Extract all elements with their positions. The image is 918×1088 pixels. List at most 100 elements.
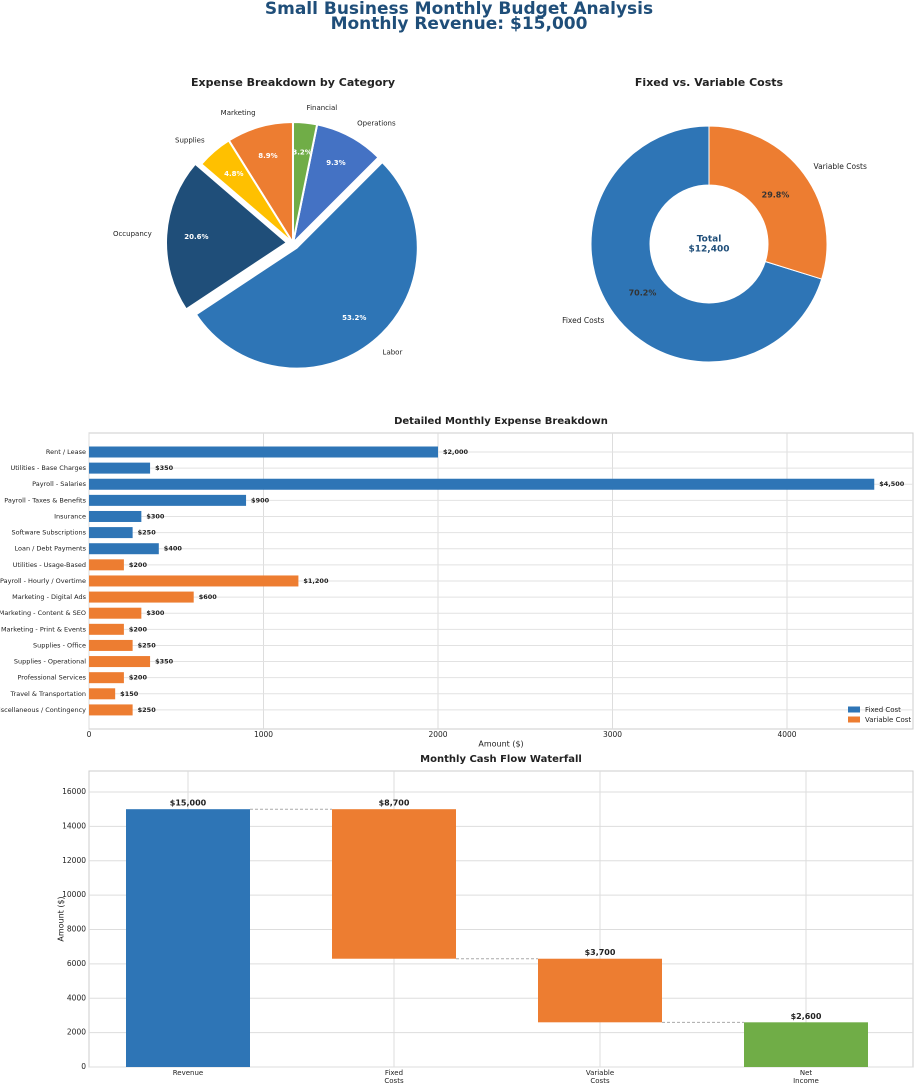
pie-pct-label: 3.2% — [292, 149, 311, 157]
hbar-bar-professional-services — [89, 672, 124, 684]
donut-slice-variable-costs — [708, 125, 828, 280]
donut-slice-fixed-costs — [590, 125, 823, 363]
hbar-xlabel: Amount ($) — [478, 740, 523, 749]
waterfall-category-label: Costs — [590, 1077, 610, 1085]
pie-pct-label: 9.3% — [326, 159, 345, 167]
waterfall-title: Monthly Cash Flow Waterfall — [420, 754, 582, 765]
waterfall-category-label: Net — [800, 1069, 813, 1077]
hbar-bar-marketing-print-events — [89, 623, 124, 635]
hbar-category-label: Miscellaneous / Contingency — [0, 706, 86, 714]
hbar-bar-marketing-content-seo — [89, 607, 142, 619]
legend-label: Fixed Cost — [865, 706, 901, 714]
hbar-bar-payroll-taxes-benefits — [89, 494, 247, 506]
hbar-bar-payroll-salaries — [89, 478, 875, 490]
hbar-category-label: Utilities - Usage-Based — [13, 561, 86, 569]
hbar-bar-supplies-operational — [89, 656, 151, 668]
waterfall-ytick: 12000 — [62, 856, 86, 865]
waterfall-bar-revenue — [126, 809, 250, 1067]
hbar-bar-loan-debt-payments — [89, 543, 159, 555]
waterfall-value-label: $15,000 — [170, 799, 207, 808]
donut-label: Variable Costs — [814, 162, 867, 171]
hbar-value-label: $200 — [129, 561, 148, 569]
hbar-bar-rent-lease — [89, 446, 439, 458]
hbar-value-label: $300 — [146, 609, 165, 617]
pie-label: Labor — [383, 349, 403, 357]
figure-title-line1: Small Business Monthly Budget Analysis — [264, 0, 654, 19]
pie-slice-labor — [194, 160, 419, 370]
hbar-xtick: 1000 — [254, 730, 273, 739]
hbar-value-label: $200 — [129, 674, 148, 682]
hbar-xtick: 4000 — [777, 730, 796, 739]
donut-label: Fixed Costs — [562, 316, 604, 325]
hbar-bar-insurance — [89, 510, 142, 522]
pie-label: Marketing — [221, 109, 256, 117]
pie-pct-label: 53.2% — [342, 314, 366, 322]
hbar-bar-payroll-hourly-overtime — [89, 575, 299, 587]
waterfall-ytick: 8000 — [67, 925, 86, 934]
waterfall-ytick: 10000 — [62, 890, 86, 899]
hbar-category-label: Payroll - Salaries — [32, 480, 86, 488]
hbar-value-label: $250 — [138, 641, 157, 649]
pie-pct-label: 20.6% — [184, 233, 208, 241]
hbar-value-label: $400 — [164, 545, 183, 553]
donut-center-label: Total — [697, 235, 722, 245]
pie-label: Supplies — [175, 136, 205, 144]
hbar-xtick: 0 — [87, 730, 92, 739]
hbar-category-label: Marketing - Content & SEO — [0, 609, 86, 617]
pie-slice-occupancy — [165, 162, 289, 311]
hbar-category-label: Payroll - Hourly / Overtime — [0, 577, 86, 585]
pie-label: Occupancy — [113, 230, 152, 238]
hbar-category-label: Travel & Transportation — [10, 690, 86, 698]
waterfall-ytick: 0 — [81, 1062, 86, 1071]
hbar-value-label: $250 — [138, 706, 157, 714]
hbar-category-label: Loan / Debt Payments — [15, 545, 87, 553]
hbar-title: Detailed Monthly Expense Breakdown — [394, 416, 608, 427]
waterfall-category-label: Income — [793, 1077, 819, 1085]
figure-title: Small Business Monthly Budget Analysis M… — [0, 0, 918, 34]
waterfall-value-label: $8,700 — [379, 799, 410, 808]
hbar-value-label: $900 — [251, 496, 270, 504]
hbar-value-label: $200 — [129, 625, 148, 633]
pie-pct-label: 4.8% — [224, 170, 243, 178]
waterfall-bar-net-income — [744, 1022, 868, 1067]
hbar-value-label: $1,200 — [303, 577, 329, 585]
donut-pct-label: 70.2% — [629, 288, 657, 297]
legend-label: Variable Cost — [865, 716, 911, 724]
waterfall-value-label: $3,700 — [585, 948, 616, 957]
hbar-category-label: Marketing - Print & Events — [1, 625, 87, 633]
donut-center-total: $12,400 — [689, 245, 730, 255]
waterfall-category-label: Fixed — [385, 1069, 403, 1077]
hbar-bar-software-subscriptions — [89, 527, 133, 539]
hbar-category-label: Software Subscriptions — [12, 529, 87, 537]
hbar-bar-utilities-base-charges — [89, 462, 151, 474]
hbar-bar-utilities-usage-based — [89, 559, 124, 571]
hbar-value-label: $600 — [199, 593, 218, 601]
hbar-value-label: $150 — [120, 690, 139, 698]
waterfall-ytick: 16000 — [62, 787, 86, 796]
hbar-value-label: $4,500 — [879, 480, 905, 488]
hbar-category-label: Marketing - Digital Ads — [12, 593, 86, 601]
figure-title-line2: Monthly Revenue: $15,000 — [330, 14, 588, 34]
pie-label: Operations — [357, 120, 396, 128]
hbar-value-label: $250 — [138, 529, 157, 537]
waterfall-bar-fixed-costs — [332, 809, 456, 959]
hbar-value-label: $2,000 — [443, 448, 469, 456]
legend-swatch-fixed-cost — [848, 706, 860, 713]
donut-pct-label: 29.8% — [762, 191, 790, 200]
hbar-xtick: 2000 — [428, 730, 447, 739]
legend-swatch-variable-cost — [848, 716, 860, 723]
hbar-value-label: $350 — [155, 464, 174, 472]
waterfall-category-label: Costs — [384, 1077, 404, 1085]
waterfall-ytick: 2000 — [67, 1028, 86, 1037]
hbar-category-label: Professional Services — [17, 674, 86, 682]
hbar-bar-travel-transportation — [89, 688, 116, 700]
hbar-category-label: Supplies - Office — [33, 641, 86, 649]
hbar-category-label: Utilities - Base Charges — [10, 464, 86, 472]
hbar-category-label: Rent / Lease — [46, 448, 86, 456]
pie-pct-label: 8.9% — [258, 152, 277, 160]
hbar-category-label: Payroll - Taxes & Benefits — [4, 496, 86, 504]
waterfall-value-label: $2,600 — [791, 1012, 822, 1021]
pie-slice-supplies — [199, 139, 294, 244]
waterfall-bar-variable-costs — [538, 958, 662, 1023]
